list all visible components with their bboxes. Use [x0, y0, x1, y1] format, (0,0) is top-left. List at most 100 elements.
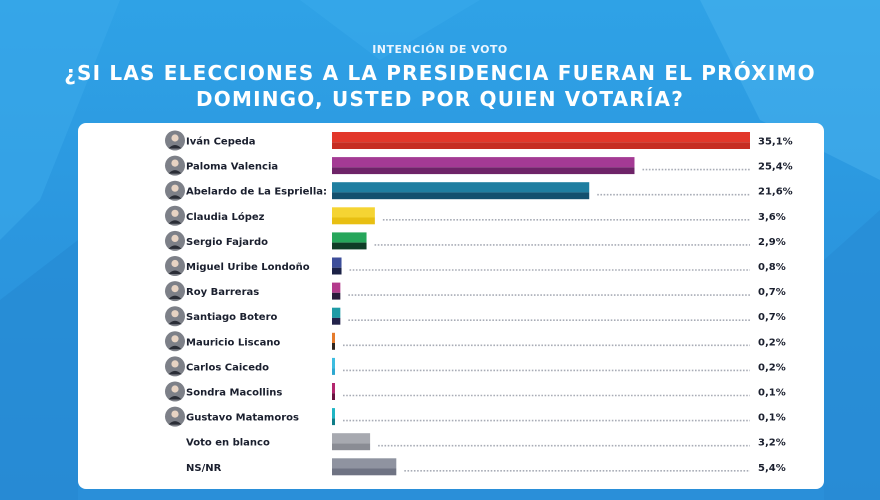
chart-row: Abelardo de La Espriella: 21,6% [165, 180, 793, 201]
avatar-body [168, 320, 182, 325]
avatar-head [171, 285, 179, 293]
category-label: Carlos Caicedo [186, 362, 269, 373]
avatar-body [168, 345, 182, 350]
chart-row: Carlos Caicedo 0,2% [165, 356, 786, 377]
category-label: Sergio Fajardo [186, 237, 268, 248]
bar-shade [332, 343, 335, 350]
bar [332, 282, 341, 293]
avatar-body [168, 396, 182, 400]
avatar-head [171, 385, 179, 393]
candidate-avatar-icon [165, 406, 185, 427]
chart-row: Roy Barreras 0,7% [165, 281, 786, 302]
bar-shade [332, 443, 371, 451]
bar-shade [332, 142, 750, 149]
candidate-avatar-icon [165, 180, 185, 201]
category-label: Paloma Valencia [186, 162, 278, 173]
bar [332, 182, 590, 193]
value-label: 3,2% [758, 438, 786, 449]
chart-row: Gustavo Matamoros 0,1% [165, 406, 786, 427]
chart-title-line-1: ¿SI LAS ELECCIONES A LA PRESIDENCIA FUER… [64, 61, 816, 85]
value-label: 0,1% [758, 388, 786, 399]
value-label: 0,2% [758, 337, 786, 348]
bar-shade [332, 267, 342, 275]
avatar-head [171, 134, 179, 142]
candidate-avatar-icon [165, 306, 185, 327]
category-label: Gustavo Matamoros [186, 413, 299, 424]
category-label: NS/NR [186, 463, 222, 474]
value-label: 0,8% [758, 262, 786, 273]
avatar-head [171, 335, 179, 343]
bar [332, 207, 375, 218]
bar [332, 357, 335, 369]
avatar-body [168, 195, 182, 199]
value-label: 35,1% [758, 137, 793, 148]
avatar-head [171, 410, 179, 418]
value-label: 0,7% [758, 312, 786, 323]
bar [332, 383, 335, 394]
chart-row: Santiago Botero 0,7% [165, 306, 786, 327]
chart-row: Voto en blanco 3,2% [186, 433, 786, 451]
avatar-head [171, 184, 179, 192]
avatar-body [168, 220, 182, 224]
category-label: Santiago Botero [186, 312, 278, 323]
bar-chart: Iván Cepeda 35,1% Paloma Valencia 25,4% Abel… [165, 130, 793, 476]
candidate-avatar-icon [165, 230, 185, 251]
bar [332, 257, 342, 268]
bar-shade [332, 468, 397, 476]
bar [332, 232, 367, 243]
bar-shade [332, 167, 635, 175]
candidate-avatar-icon [165, 381, 185, 402]
category-label: Iván Cepeda [186, 136, 256, 148]
avatar-head [171, 310, 179, 318]
category-label: Voto en blanco [186, 438, 270, 449]
bar [332, 307, 341, 318]
candidate-avatar-icon [165, 130, 185, 151]
avatar-body [168, 370, 182, 375]
chart-row: Iván Cepeda 35,1% [165, 130, 793, 151]
bar-shade [332, 393, 335, 400]
chart-row: Miguel Uribe Londoño 0,8% [165, 256, 786, 276]
candidate-avatar-icon [165, 155, 185, 176]
value-label: 21,6% [758, 187, 793, 198]
bar-shade [332, 192, 590, 200]
avatar-body [168, 421, 182, 425]
category-label: Mauricio Liscano [186, 337, 280, 348]
category-label: Miguel Uribe Londoño [186, 262, 310, 273]
chart-kicker: INTENCIÓN DE VOTO [372, 43, 508, 56]
value-label: 0,7% [758, 287, 786, 298]
bar [332, 433, 371, 444]
chart-card: Iván Cepeda 35,1% Paloma Valencia 25,4% Abel… [78, 123, 824, 489]
value-label: 3,6% [758, 212, 786, 223]
bar [332, 132, 750, 143]
avatar-head [171, 360, 179, 368]
chart-row: Mauricio Liscano 0,2% [165, 331, 786, 352]
value-label: 0,2% [758, 362, 786, 373]
value-label: 0,1% [758, 413, 786, 424]
candidate-avatar-icon [165, 281, 185, 302]
category-label: Roy Barreras [186, 287, 259, 298]
value-label: 5,4% [758, 463, 786, 474]
chart-title-line-2: DOMINGO, USTED POR QUIEN VOTARÍA? [195, 87, 685, 111]
value-label: 25,4% [758, 162, 793, 173]
candidate-avatar-icon [165, 331, 185, 352]
bar [332, 332, 335, 343]
avatar-body [168, 245, 182, 249]
avatar-body [168, 145, 182, 149]
bar-shade [332, 217, 375, 225]
bar [332, 408, 335, 419]
chart-row: Paloma Valencia 25,4% [165, 155, 793, 176]
avatar-body [168, 270, 182, 274]
candidate-avatar-icon [165, 356, 185, 377]
chart-row: Sondra Macollins 0,1% [165, 381, 786, 402]
bar-shade [332, 317, 341, 325]
candidate-avatar-icon [165, 205, 185, 226]
chart-row: Claudia López 3,6% [165, 205, 786, 226]
avatar-head [171, 209, 179, 217]
bar-shade [332, 418, 335, 426]
category-label: Claudia López [186, 211, 265, 223]
bar-shade [332, 242, 367, 250]
category-label: Sondra Macollins [186, 388, 282, 399]
avatar-head [171, 159, 179, 167]
bar-shade [332, 368, 335, 375]
